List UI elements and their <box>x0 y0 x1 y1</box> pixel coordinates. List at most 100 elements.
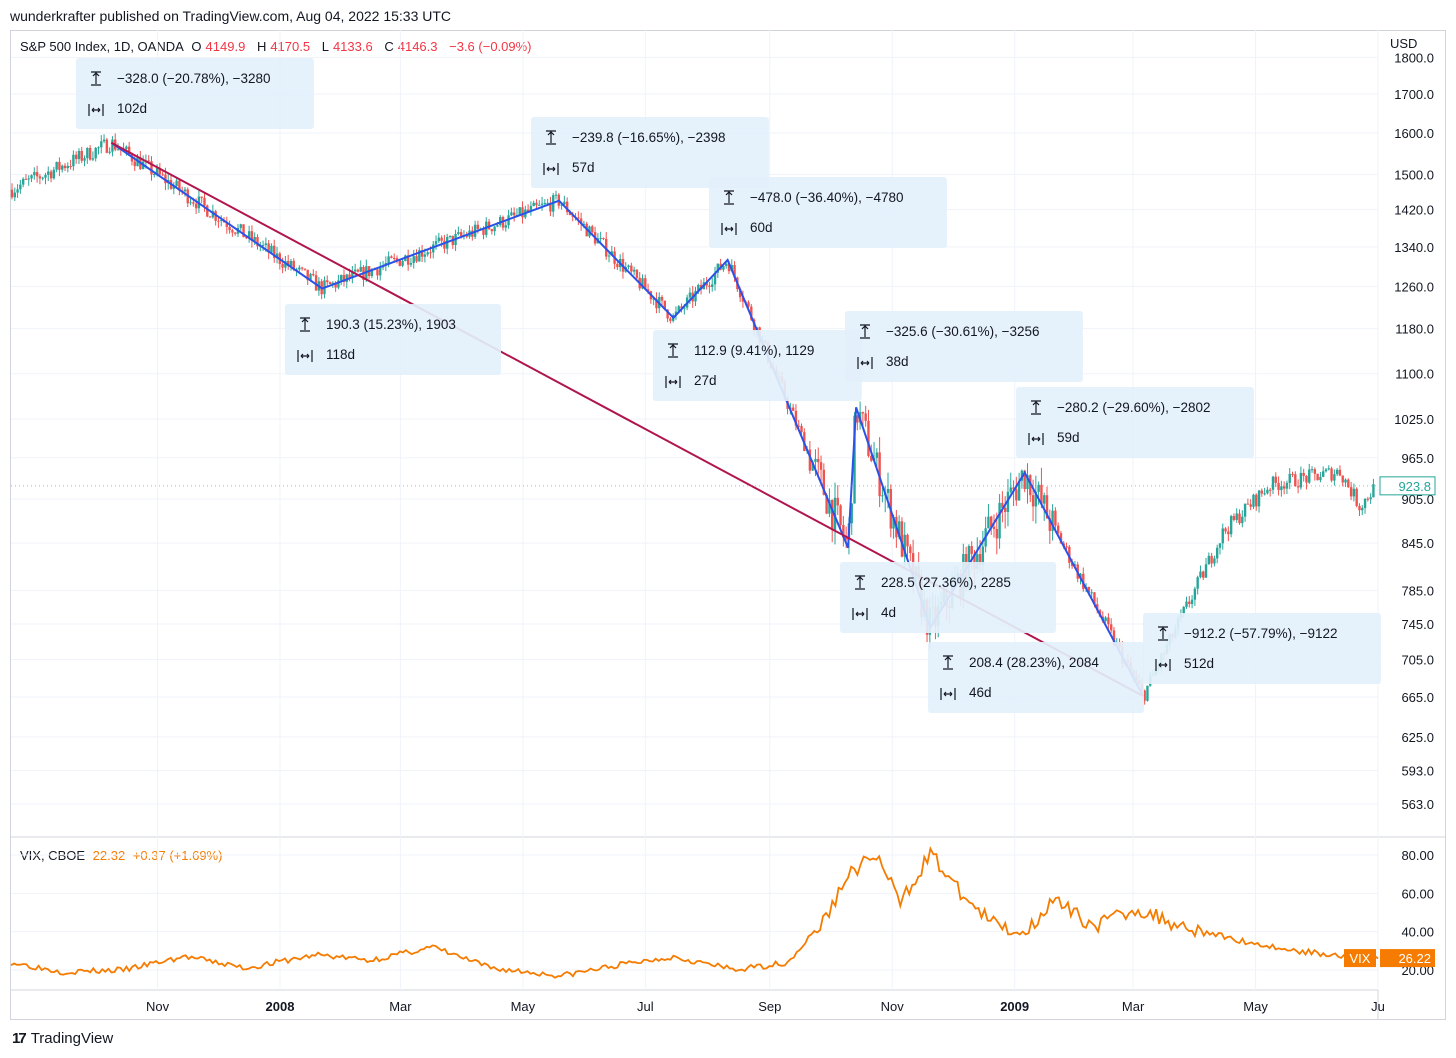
candle-body <box>1059 533 1063 544</box>
candle-body <box>476 224 480 230</box>
candle-body <box>518 207 521 215</box>
candle-body <box>326 280 329 283</box>
open-label: O <box>191 39 202 54</box>
candle-body <box>86 147 89 159</box>
measurement-duration: 59d <box>1057 430 1080 445</box>
candle-body <box>1282 486 1286 489</box>
candle-body <box>273 245 276 258</box>
candle-body <box>94 147 97 159</box>
candle-body <box>529 206 533 212</box>
candle-body <box>797 425 800 427</box>
candle-body <box>970 546 973 554</box>
candle-body <box>504 225 507 228</box>
candle-body <box>1266 489 1269 494</box>
chart-frame <box>10 30 1446 1020</box>
measurement-box-bg <box>1016 387 1254 458</box>
symbol-label[interactable]: S&P 500 Index, 1D, OANDA <box>20 39 184 54</box>
price-tick-label: 1600.0 <box>1394 126 1434 141</box>
candle-body <box>348 274 351 279</box>
candle-body <box>437 237 441 242</box>
price-tick-label: 1800.0 <box>1394 50 1434 65</box>
candle-body <box>644 278 647 290</box>
currency-label[interactable]: USD <box>1390 36 1418 51</box>
low-value: 4133.6 <box>332 39 373 54</box>
candle-body <box>200 196 203 198</box>
candle-body <box>512 212 516 216</box>
measurement-change: −239.8 (−16.65%), −2398 <box>572 130 726 145</box>
candle-body <box>1305 475 1308 483</box>
measurement-box-bg <box>531 117 769 188</box>
candle-body <box>1296 486 1300 488</box>
candle-body <box>677 306 680 312</box>
candle-body <box>867 420 870 456</box>
time-tick-label: Jul <box>637 999 654 1014</box>
candle-body <box>1003 507 1007 512</box>
candle-body <box>300 267 304 269</box>
candle-body <box>591 226 594 233</box>
candle-body <box>33 172 36 176</box>
candle-body <box>153 174 156 176</box>
candle-body <box>992 526 996 530</box>
measurement-duration: 57d <box>572 160 595 175</box>
candle-body <box>978 554 982 565</box>
candle-body <box>1185 601 1188 607</box>
candle-body <box>150 161 153 175</box>
candle-body <box>1104 617 1107 622</box>
candle-body <box>646 289 650 292</box>
vix-series-badge <box>1344 949 1376 968</box>
candle-body <box>900 521 904 557</box>
candle-body <box>987 516 990 529</box>
time-tick-label: Ju <box>1371 999 1385 1014</box>
candle-body <box>1054 510 1057 526</box>
candle-body <box>741 297 745 302</box>
candle-body <box>1218 543 1222 548</box>
candle-body <box>192 202 195 204</box>
candle-body <box>482 228 485 235</box>
candle-body <box>1369 497 1372 500</box>
candle-body <box>253 237 256 241</box>
price-tick-label: 1100.0 <box>1395 367 1434 382</box>
candle-body <box>1051 510 1054 531</box>
measurement-duration: 118d <box>326 347 355 362</box>
candle-body <box>711 284 714 287</box>
candle-body <box>376 269 379 276</box>
date-range-icon <box>88 104 104 116</box>
candle-body <box>663 300 667 310</box>
candle-body <box>342 274 346 282</box>
price-tick-label: 1700.0 <box>1394 87 1434 102</box>
candle-body <box>203 197 206 206</box>
candle-body <box>1090 592 1093 594</box>
candle-body <box>1263 493 1266 495</box>
footer[interactable]: 17 TradingView <box>12 1030 113 1047</box>
candle-body <box>418 250 421 262</box>
candle-body <box>1255 494 1258 507</box>
candle-body <box>791 407 795 411</box>
candle-body <box>420 250 424 257</box>
candle-body <box>1302 472 1305 476</box>
candle-body <box>245 237 248 239</box>
price-range-icon <box>724 190 734 205</box>
candle-body <box>1204 564 1208 578</box>
candle-body <box>708 285 711 287</box>
candle-body <box>1017 480 1021 501</box>
candle-body <box>727 263 731 272</box>
candle-body <box>401 261 404 266</box>
footer-brand: TradingView <box>30 1030 114 1047</box>
candle-body <box>906 534 909 547</box>
candle-body <box>351 271 354 279</box>
candle-body <box>568 212 572 215</box>
candle-body <box>55 161 58 170</box>
candle-body <box>1238 513 1241 524</box>
candle-body <box>856 415 859 423</box>
candle-body <box>990 516 993 527</box>
time-tick-label: 2009 <box>1000 999 1029 1014</box>
candle-body <box>1107 617 1110 625</box>
candle-body <box>58 161 61 170</box>
measurement-change: −912.2 (−57.79%), −9122 <box>1184 626 1338 641</box>
candle-body <box>496 225 499 227</box>
close-value: 4146.3 <box>397 39 438 54</box>
candle-body <box>448 235 452 238</box>
candle-body <box>1246 503 1250 505</box>
date-range-icon <box>940 688 956 700</box>
